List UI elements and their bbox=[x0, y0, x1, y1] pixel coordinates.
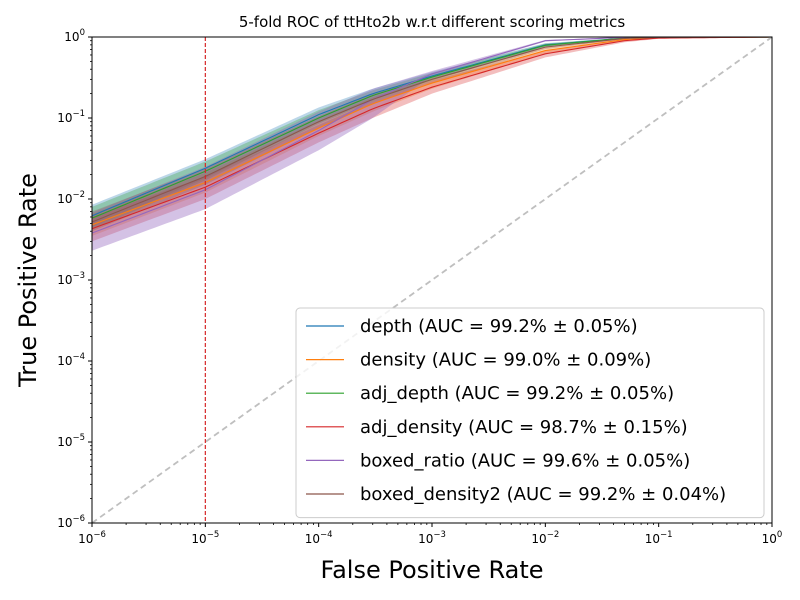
x-axis-ticks: 10−6 10−5 10−4 10−3 10−2 10−1 100 bbox=[78, 523, 782, 546]
legend-entry: adj_depth (AUC = 99.2% ± 0.05%) bbox=[360, 383, 674, 404]
y-tick-label: 10−1 bbox=[57, 109, 85, 125]
legend-entry: boxed_ratio (AUC = 99.6% ± 0.05%) bbox=[360, 450, 690, 471]
legend-entry: adj_density (AUC = 98.7% ± 0.15%) bbox=[360, 417, 688, 438]
x-tick-label: 10−5 bbox=[191, 530, 219, 546]
y-axis-ticks: 10−6 10−5 10−4 10−3 10−2 10−1 100 bbox=[57, 28, 92, 530]
legend-entry: depth (AUC = 99.2% ± 0.05%) bbox=[360, 316, 638, 337]
legend: depth (AUC = 99.2% ± 0.05%) density (AUC … bbox=[295, 307, 765, 519]
reference-lines bbox=[91, 36, 773, 524]
x-tick-label: 10−4 bbox=[305, 530, 333, 546]
x-tick-label: 10−1 bbox=[645, 530, 673, 546]
legend-entry: density (AUC = 99.0% ± 0.09%) bbox=[360, 350, 651, 371]
x-axis-title: False Positive Rate bbox=[320, 556, 543, 584]
y-tick-label: 10−3 bbox=[57, 271, 85, 287]
y-tick-label: 10−4 bbox=[57, 352, 85, 368]
x-tick-label: 10−3 bbox=[418, 530, 446, 546]
legend-entry: boxed_density2 (AUC = 99.2% ± 0.04%) bbox=[360, 484, 726, 505]
x-tick-label: 100 bbox=[762, 530, 783, 546]
chart-title: 5-fold ROC of ttHto2b w.r.t different sc… bbox=[239, 13, 626, 31]
y-tick-label: 10−2 bbox=[57, 190, 85, 206]
y-tick-label: 10−6 bbox=[57, 514, 85, 530]
legend-box bbox=[295, 307, 765, 519]
x-tick-label: 10−2 bbox=[531, 530, 559, 546]
y-tick-label: 10−5 bbox=[57, 433, 85, 449]
band-series-0 bbox=[92, 37, 772, 228]
y-axis-title: True Positive Rate bbox=[14, 173, 42, 388]
y-tick-label: 100 bbox=[64, 28, 85, 44]
x-tick-label: 10−6 bbox=[78, 530, 106, 546]
